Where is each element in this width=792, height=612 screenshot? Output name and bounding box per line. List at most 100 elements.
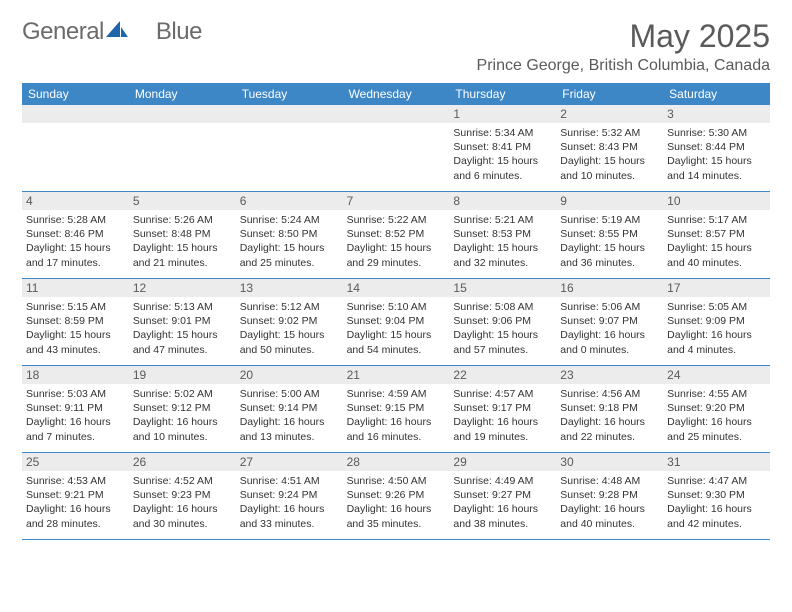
day-sun-info: Sunrise: 4:52 AMSunset: 9:23 PMDaylight:… — [133, 474, 232, 531]
day-sun-info: Sunrise: 4:59 AMSunset: 9:15 PMDaylight:… — [347, 387, 446, 444]
day-number: 20 — [236, 366, 343, 384]
day-number: 29 — [449, 453, 556, 471]
calendar-day-cell: 10 Sunrise: 5:17 AMSunset: 8:57 PMDayligh… — [663, 192, 770, 278]
calendar-day-cell: 20Sunrise: 5:00 AMSunset: 9:14 PMDayligh… — [236, 366, 343, 452]
day-number — [236, 105, 343, 123]
calendar-day-cell: 6 Sunrise: 5:24 AMSunset: 8:50 PMDaylight… — [236, 192, 343, 278]
brand-word-1: General — [22, 18, 104, 46]
day-sun-info: Sunrise: 4:53 AMSunset: 9:21 PMDaylight:… — [26, 474, 125, 531]
day-number: 25 — [22, 453, 129, 471]
day-sun-info: Sunrise: 5:05 AMSunset: 9:09 PMDaylight:… — [667, 300, 766, 357]
day-sun-info: Sunrise: 5:12 AMSunset: 9:02 PMDaylight:… — [240, 300, 339, 357]
calendar-day-cell: 7 Sunrise: 5:22 AMSunset: 8:52 PMDaylight… — [343, 192, 450, 278]
calendar-day-cell: 25 Sunrise: 4:53 AMSunset: 9:21 PMDayligh… — [22, 453, 129, 539]
day-sun-info: Sunrise: 4:51 AMSunset: 9:24 PMDaylight:… — [240, 474, 339, 531]
calendar-week-row: 25 Sunrise: 4:53 AMSunset: 9:21 PMDayligh… — [22, 453, 770, 540]
day-number: 10 — [663, 192, 770, 210]
calendar-week-row: 4Sunrise: 5:28 AMSunset: 8:46 PMDaylight… — [22, 192, 770, 279]
day-number: 27 — [236, 453, 343, 471]
day-sun-info: Sunrise: 5:03 AMSunset: 9:11 PMDaylight:… — [26, 387, 125, 444]
month-title: May 2025 — [477, 18, 770, 55]
day-number — [129, 105, 236, 123]
weekday-header: Wednesday — [343, 83, 450, 105]
day-number: 12 — [129, 279, 236, 297]
calendar-day-cell — [129, 105, 236, 191]
day-number — [343, 105, 450, 123]
weekday-header-row: Sunday Monday Tuesday Wednesday Thursday… — [22, 83, 770, 105]
day-number: 21 — [343, 366, 450, 384]
calendar-week-row: 18 Sunrise: 5:03 AMSunset: 9:11 PMDayligh… — [22, 366, 770, 453]
calendar-day-cell: 1Sunrise: 5:34 AMSunset: 8:41 PMDaylight… — [449, 105, 556, 191]
page-header: General Blue May 2025 Prince George, Bri… — [22, 18, 770, 75]
day-sun-info: Sunrise: 5:08 AMSunset: 9:06 PMDaylight:… — [453, 300, 552, 357]
calendar-body: 1Sunrise: 5:34 AMSunset: 8:41 PMDaylight… — [22, 105, 770, 540]
day-number: 2 — [556, 105, 663, 123]
day-number: 6 — [236, 192, 343, 210]
weekday-header: Saturday — [663, 83, 770, 105]
calendar-day-cell: 4Sunrise: 5:28 AMSunset: 8:46 PMDaylight… — [22, 192, 129, 278]
calendar-day-cell: 22Sunrise: 4:57 AMSunset: 9:17 PMDayligh… — [449, 366, 556, 452]
day-number: 8 — [449, 192, 556, 210]
day-number: 18 — [22, 366, 129, 384]
day-number: 31 — [663, 453, 770, 471]
title-block: May 2025 Prince George, British Columbia… — [477, 18, 770, 75]
calendar-week-row: 11 Sunrise: 5:15 AMSunset: 8:59 PMDayligh… — [22, 279, 770, 366]
day-number: 23 — [556, 366, 663, 384]
day-number: 17 — [663, 279, 770, 297]
day-sun-info: Sunrise: 5:30 AMSunset: 8:44 PMDaylight:… — [667, 126, 766, 183]
day-number: 1 — [449, 105, 556, 123]
calendar-day-cell: 8 Sunrise: 5:21 AMSunset: 8:53 PMDaylight… — [449, 192, 556, 278]
calendar-day-cell: 3Sunrise: 5:30 AMSunset: 8:44 PMDaylight… — [663, 105, 770, 191]
weekday-header: Tuesday — [236, 83, 343, 105]
calendar-day-cell: 14Sunrise: 5:10 AMSunset: 9:04 PMDayligh… — [343, 279, 450, 365]
calendar-day-cell: 17 Sunrise: 5:05 AMSunset: 9:09 PMDayligh… — [663, 279, 770, 365]
calendar-day-cell — [22, 105, 129, 191]
day-number: 13 — [236, 279, 343, 297]
day-sun-info: Sunrise: 5:06 AMSunset: 9:07 PMDaylight:… — [560, 300, 659, 357]
day-sun-info: Sunrise: 5:32 AMSunset: 8:43 PMDaylight:… — [560, 126, 659, 183]
day-number: 28 — [343, 453, 450, 471]
calendar-day-cell: 18 Sunrise: 5:03 AMSunset: 9:11 PMDayligh… — [22, 366, 129, 452]
calendar-day-cell: 2 Sunrise: 5:32 AMSunset: 8:43 PMDaylight… — [556, 105, 663, 191]
day-number: 7 — [343, 192, 450, 210]
brand-logo: General Blue — [22, 18, 202, 46]
calendar-day-cell: 23 Sunrise: 4:56 AMSunset: 9:18 PMDayligh… — [556, 366, 663, 452]
calendar-day-cell: 13 Sunrise: 5:12 AMSunset: 9:02 PMDayligh… — [236, 279, 343, 365]
calendar-day-cell: 21 Sunrise: 4:59 AMSunset: 9:15 PMDayligh… — [343, 366, 450, 452]
calendar-day-cell: 27 Sunrise: 4:51 AMSunset: 9:24 PMDayligh… — [236, 453, 343, 539]
calendar-day-cell: 29 Sunrise: 4:49 AMSunset: 9:27 PMDayligh… — [449, 453, 556, 539]
day-number: 26 — [129, 453, 236, 471]
calendar-day-cell: 12 Sunrise: 5:13 AMSunset: 9:01 PMDayligh… — [129, 279, 236, 365]
weekday-header: Sunday — [22, 83, 129, 105]
day-number: 11 — [22, 279, 129, 297]
day-sun-info: Sunrise: 5:17 AMSunset: 8:57 PMDaylight:… — [667, 213, 766, 270]
day-sun-info: Sunrise: 4:47 AMSunset: 9:30 PMDaylight:… — [667, 474, 766, 531]
calendar-day-cell: 16Sunrise: 5:06 AMSunset: 9:07 PMDayligh… — [556, 279, 663, 365]
day-sun-info: Sunrise: 4:56 AMSunset: 9:18 PMDaylight:… — [560, 387, 659, 444]
day-number: 24 — [663, 366, 770, 384]
day-number: 30 — [556, 453, 663, 471]
day-number: 4 — [22, 192, 129, 210]
weekday-header: Friday — [556, 83, 663, 105]
weekday-header: Thursday — [449, 83, 556, 105]
day-sun-info: Sunrise: 5:15 AMSunset: 8:59 PMDaylight:… — [26, 300, 125, 357]
day-number: 9 — [556, 192, 663, 210]
day-number: 15 — [449, 279, 556, 297]
calendar-day-cell — [236, 105, 343, 191]
calendar-day-cell: 30Sunrise: 4:48 AMSunset: 9:28 PMDayligh… — [556, 453, 663, 539]
day-number: 19 — [129, 366, 236, 384]
calendar-day-cell: 9Sunrise: 5:19 AMSunset: 8:55 PMDaylight… — [556, 192, 663, 278]
calendar-day-cell: 5Sunrise: 5:26 AMSunset: 8:48 PMDaylight… — [129, 192, 236, 278]
location-subtitle: Prince George, British Columbia, Canada — [477, 57, 770, 75]
day-sun-info: Sunrise: 5:26 AMSunset: 8:48 PMDaylight:… — [133, 213, 232, 270]
calendar-week-row: 1Sunrise: 5:34 AMSunset: 8:41 PMDaylight… — [22, 105, 770, 192]
day-sun-info: Sunrise: 5:24 AMSunset: 8:50 PMDaylight:… — [240, 213, 339, 270]
day-number: 22 — [449, 366, 556, 384]
day-sun-info: Sunrise: 5:22 AMSunset: 8:52 PMDaylight:… — [347, 213, 446, 270]
calendar: Sunday Monday Tuesday Wednesday Thursday… — [22, 83, 770, 540]
day-sun-info: Sunrise: 5:21 AMSunset: 8:53 PMDaylight:… — [453, 213, 552, 270]
day-sun-info: Sunrise: 4:49 AMSunset: 9:27 PMDaylight:… — [453, 474, 552, 531]
day-number — [22, 105, 129, 123]
day-sun-info: Sunrise: 4:55 AMSunset: 9:20 PMDaylight:… — [667, 387, 766, 444]
day-sun-info: Sunrise: 5:13 AMSunset: 9:01 PMDaylight:… — [133, 300, 232, 357]
